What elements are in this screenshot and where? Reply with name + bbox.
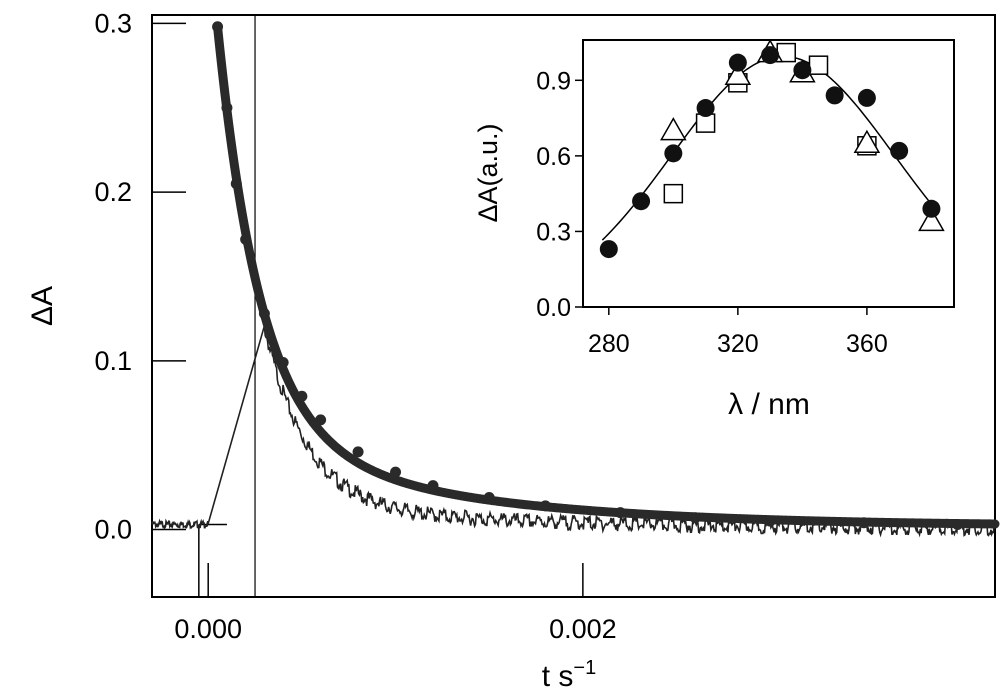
decay-point [483,491,495,503]
decay-point [614,507,626,519]
decay-point [390,466,402,478]
decay-point [221,102,233,114]
decay-point [277,357,289,369]
inset-circle-marker [890,141,909,160]
decay-point [952,518,964,530]
y-tick-label: 0.0 [94,515,132,545]
x-axis-title: t s−1 [542,657,596,693]
x-axis-title-main: t s [542,660,574,693]
inset-x-axis-title: λ / nm [728,388,810,421]
decay-point [315,414,327,426]
inset-triangle-marker [918,207,945,232]
decay-point [764,515,776,527]
inset-circle-marker [696,99,715,118]
inset-circle-marker [632,192,651,211]
decay-point [352,446,364,458]
x-tick-label: 0.000 [174,614,242,644]
inset-triangle-marker [660,117,687,141]
inset-plot: 0.0 0.3 0.6 0.9 280 320 360 ΔA(a.u.) λ / nm [473,39,955,421]
decay-point [689,512,701,524]
inset-circle-marker [793,61,812,80]
x-axis-title-superscript: −1 [573,657,596,679]
inset-square-marker [808,55,829,75]
inset-circle-marker [664,144,683,163]
inset-y-tick-label: 0.0 [536,294,571,322]
decay-point [427,480,439,492]
inset-y-tick-label: 0.3 [536,218,571,246]
inset-x-tick-label: 280 [588,330,630,358]
y-tick-label: 0.3 [94,8,132,38]
main-plot: 0.0 0.1 0.2 0.3 0.000 0.002 ΔA t s−1 [26,8,1000,693]
inset-x-tick-label: 320 [717,330,759,358]
decay-point [539,500,551,512]
inset-y-tick-label: 0.6 [536,143,571,171]
inset-circle-marker [857,88,876,107]
inset-circle-marker [599,240,618,259]
inset-circle-marker [761,46,780,65]
inset-triangle-marker [724,61,752,86]
inset-circle-marker [922,199,941,218]
inset-circle-marker [825,86,844,105]
decay-point [258,308,270,320]
decay-point [230,178,242,190]
inset-square-marker [663,183,684,204]
y-tick-label: 0.2 [94,177,132,207]
decay-point [858,517,870,529]
inset-y-axis-title: ΔA(a.u.) [473,123,503,222]
decay-point [296,390,308,402]
inset-x-tick-label: 360 [846,330,888,358]
y-tick-label: 0.1 [94,346,132,376]
decay-point [240,233,252,245]
y-axis-title: ΔA [26,286,59,326]
inset-triangle-marker [853,129,881,154]
decay-point [212,21,224,33]
inset-circle-marker [728,53,747,72]
x-tick-label: 0.002 [549,614,617,644]
inset-y-tick-label: 0.9 [536,67,571,95]
main-frame [151,14,996,598]
inset-frame [582,39,955,308]
series-thin-noisy [151,325,996,538]
